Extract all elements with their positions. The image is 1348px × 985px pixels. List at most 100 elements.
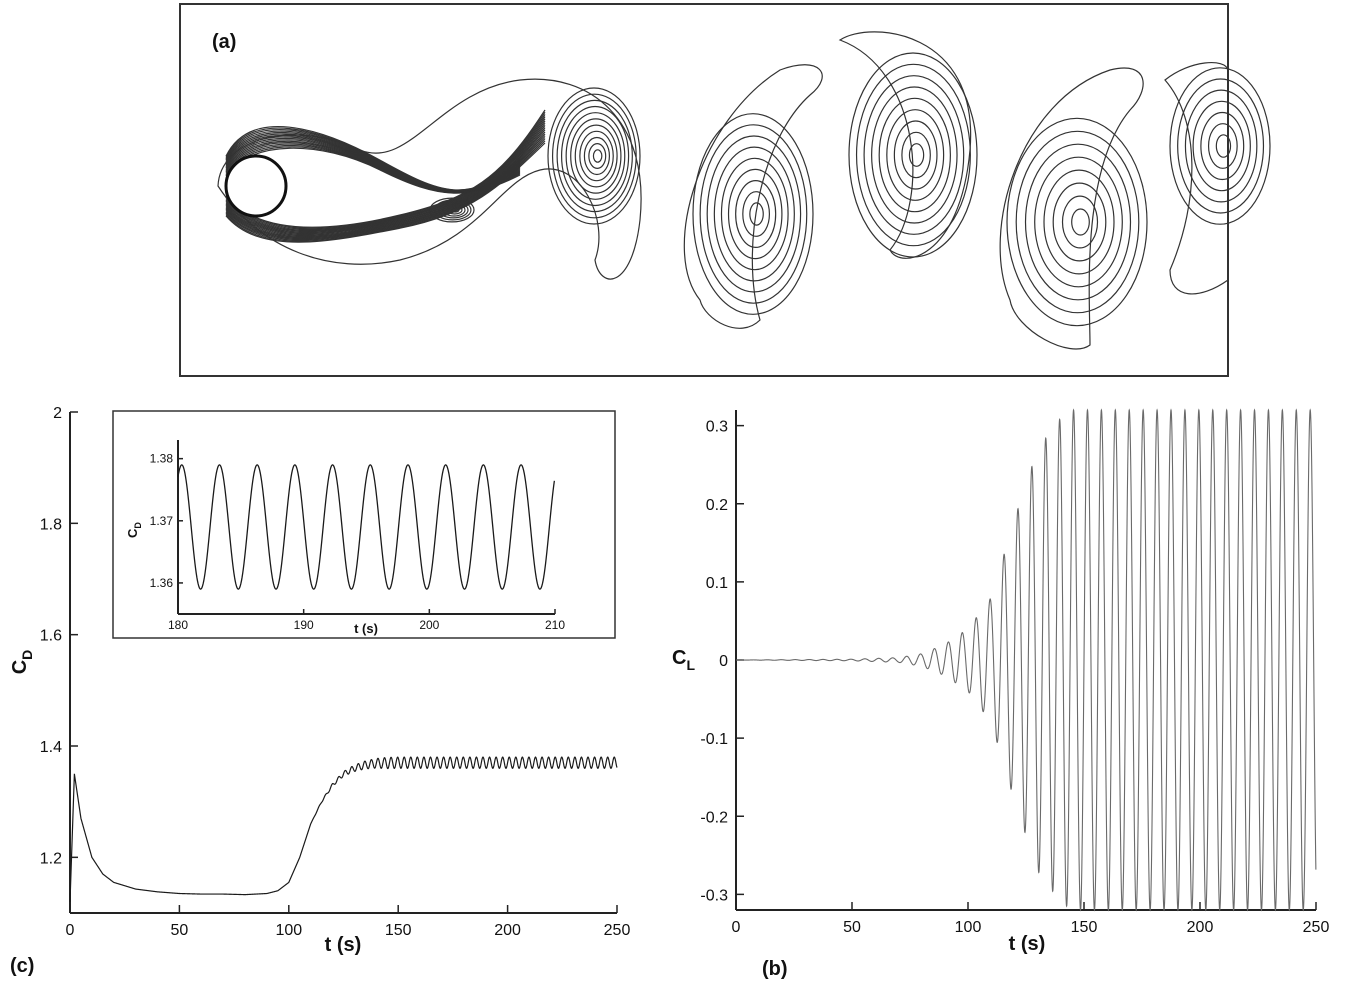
vortex-contour xyxy=(855,63,971,247)
vortex-tail-contour xyxy=(1164,62,1229,295)
x-tick-label: 190 xyxy=(294,618,314,632)
vortex-contour xyxy=(588,143,607,170)
x-tick-label: 200 xyxy=(419,618,439,632)
vortex-contour xyxy=(547,87,641,225)
vortex-contour xyxy=(699,124,808,304)
vortex-contour xyxy=(901,131,931,179)
vortex-contour xyxy=(1034,156,1123,288)
y-tick-label: 1.2 xyxy=(40,850,62,867)
vortex-contour xyxy=(1015,130,1140,314)
inset-x-axis-title: t (s) xyxy=(354,621,378,636)
x-tick-label: 150 xyxy=(1071,919,1098,936)
vortex-contour xyxy=(1207,123,1238,169)
cylinder xyxy=(224,154,288,218)
vortex-contour xyxy=(1177,78,1265,214)
vortex-contour xyxy=(442,203,466,217)
y-tick-label: 1.4 xyxy=(40,739,62,756)
x-tick-label: 250 xyxy=(1303,919,1330,936)
x-tick-label: 180 xyxy=(168,618,188,632)
inset-frame xyxy=(112,410,616,639)
vortex-contour xyxy=(871,86,958,224)
vortex-contour xyxy=(1071,208,1090,236)
vortex-contour xyxy=(886,109,945,201)
x-tick-label: 100 xyxy=(955,919,982,936)
shear-layer-contour xyxy=(225,122,546,234)
y-tick-label: -0.1 xyxy=(700,731,728,748)
inset-series-line xyxy=(177,464,556,590)
vortex-contour xyxy=(579,130,614,182)
y-tick-label: 0.2 xyxy=(706,497,728,514)
vortex-contour xyxy=(1052,182,1107,262)
vortex-tail-contour xyxy=(999,67,1144,350)
vortex-contour xyxy=(727,168,783,260)
inset-axes: 180 190 200 210 1.36 1.37 1.38 xyxy=(150,440,565,632)
drag-series-line xyxy=(69,756,618,902)
lift-series-line xyxy=(736,408,1317,912)
y-tick-label: 0 xyxy=(719,653,728,670)
panel-a-label: (a) xyxy=(212,31,236,53)
lift-chart: 0 50 100 150 200 250 -0.3 -0.2 -0.1 0 0.1 0.2 0.3 t … xyxy=(672,408,1330,980)
vortex-contour xyxy=(1184,89,1258,203)
vortex-contour xyxy=(742,191,771,237)
x-tick-label: 50 xyxy=(843,919,861,936)
vortex-contour xyxy=(556,99,633,213)
y-tick-label: 1.6 xyxy=(40,628,62,645)
drag-x-axis-title: t (s) xyxy=(325,934,362,956)
y-tick-label: 1.38 xyxy=(150,452,174,466)
wake-envelope-contour xyxy=(217,78,642,280)
vortex-contour xyxy=(1169,67,1271,225)
vortex-contour xyxy=(1006,117,1148,327)
vorticity-contour-panel: (a) xyxy=(179,3,1271,377)
vortex-contour xyxy=(713,146,795,282)
shear-layer-contour xyxy=(225,140,546,242)
shear-layer-contour xyxy=(225,125,546,235)
shear-layer-contour xyxy=(225,118,546,232)
drag-chart-axes: 0 50 100 150 200 250 1.2 1.4 1.6 1.8 2 xyxy=(40,405,631,939)
panel-b-label: (b) xyxy=(762,958,788,980)
y-tick-label: 2 xyxy=(53,405,62,422)
x-tick-label: 50 xyxy=(171,922,189,939)
vortex-contour xyxy=(583,136,611,176)
shear-layer-contour xyxy=(225,142,546,243)
y-tick-label: 1.36 xyxy=(150,576,174,590)
x-tick-label: 0 xyxy=(732,919,741,936)
shear-layer-contour xyxy=(225,135,546,240)
vortex-contour xyxy=(878,97,951,213)
vortex-contour xyxy=(570,118,622,194)
vortex-contour xyxy=(1215,134,1232,158)
vortex-contour xyxy=(433,199,472,221)
panel-c-label: (c) xyxy=(10,955,34,977)
drag-chart: 0 50 100 150 200 250 1.2 1.4 1.6 1.8 2 t (s) CD (c… xyxy=(9,405,630,977)
x-tick-label: 210 xyxy=(545,618,565,632)
x-tick-label: 100 xyxy=(275,922,302,939)
shear-layer-contour xyxy=(225,109,546,228)
vortex-contours xyxy=(217,31,1271,350)
y-tick-label: 1.8 xyxy=(40,516,62,533)
vortex-contour xyxy=(1200,111,1245,181)
y-tick-label: -0.3 xyxy=(700,887,728,904)
shear-layer-contour xyxy=(225,114,546,230)
y-tick-label: 0.1 xyxy=(706,575,728,592)
vortex-contour xyxy=(749,202,764,226)
lift-x-axis-title: t (s) xyxy=(1009,933,1046,955)
x-tick-label: 150 xyxy=(385,922,412,939)
y-tick-label: -0.2 xyxy=(700,809,728,826)
vortex-contour xyxy=(1024,143,1132,301)
panel-a-frame xyxy=(179,3,1229,377)
shear-layer-contour xyxy=(225,116,546,231)
x-tick-label: 0 xyxy=(66,922,75,939)
vortex-contour xyxy=(438,201,469,219)
vortex-contour xyxy=(592,149,603,163)
y-tick-label: 0.3 xyxy=(706,419,728,436)
vortex-contour xyxy=(893,120,938,190)
drag-y-axis-title: CD xyxy=(9,650,35,675)
vortex-tail-contour xyxy=(683,64,823,329)
vortex-contour xyxy=(560,105,630,207)
vortex-contour xyxy=(1061,195,1099,249)
vortex-tail-contour xyxy=(838,31,972,259)
vortex-contour xyxy=(1192,100,1251,192)
y-tick-label: 1.37 xyxy=(150,514,174,528)
shear-layer-contour xyxy=(225,126,521,191)
vortex-contour xyxy=(692,113,814,315)
